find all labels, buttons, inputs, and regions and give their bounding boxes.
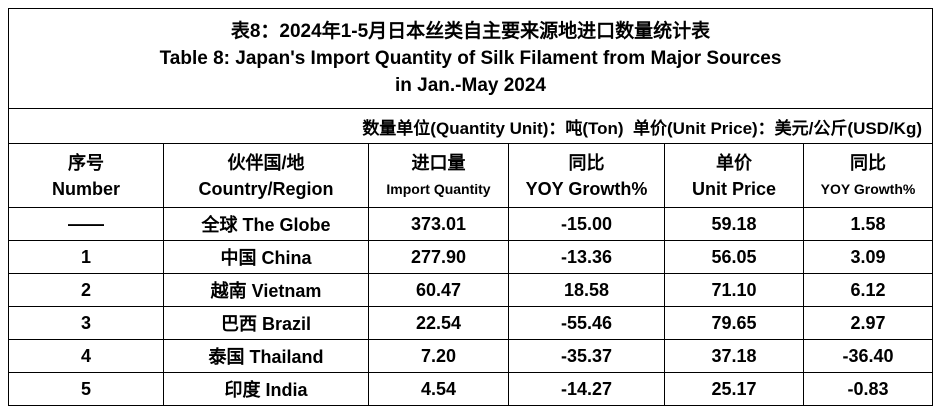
data-cell: 印度 India — [163, 372, 369, 406]
data-cell: 25.17 — [664, 372, 804, 406]
data-row: 4 泰国 Thailand 7.20 -35.37 37.18 -36.40 — [8, 339, 934, 373]
data-cell: 越南 Vietnam — [163, 273, 369, 307]
header-cell: 同比 YOY Growth% — [802, 143, 934, 208]
data-cell: -15.00 — [508, 207, 665, 241]
header-text: 同比 — [568, 152, 605, 173]
data-cell: 3.09 — [802, 240, 934, 274]
data-cell: -0.83 — [802, 372, 934, 406]
data-cell: 4 — [8, 339, 164, 373]
header-cell: 序号 Number — [8, 143, 164, 208]
data-cell: -35.37 — [508, 339, 665, 373]
header-text: 同比 — [850, 152, 886, 173]
data-cell: 6.12 — [802, 273, 934, 307]
data-row: 1 中国 China 277.90 -13.36 56.05 3.09 — [8, 240, 934, 274]
unit-row: 数量单位(Quantity Unit)：吨(Ton) 单价(Unit Price… — [7, 108, 934, 144]
data-cell: -14.27 — [508, 372, 665, 406]
data-cell: 60.47 — [368, 273, 509, 307]
header-text: Unit Price — [691, 178, 777, 199]
data-cell: —— — [8, 207, 164, 241]
header-row: 序号 Number 伙伴国/地 Country/Region 进口量 Import Qua… — [8, 143, 934, 208]
table-body: 表8：2024年1-5月日本丝类自主要来源地进口数量统计表 Table 8: J… — [7, 8, 934, 406]
title-cell: 表8：2024年1-5月日本丝类自主要来源地进口数量统计表 Table 8: J… — [7, 8, 934, 109]
data-cell: 7.20 — [368, 339, 509, 373]
title-zh: 表8：2024年1-5月日本丝类自主要来源地进口数量统计表 — [230, 21, 711, 42]
header-text: YOY Growth% — [820, 180, 916, 197]
unit-note: 数量单位(Quantity Unit)：吨(Ton) 单价(Unit Price… — [7, 108, 934, 144]
header-cell: 进口量 Import Quantity — [368, 143, 509, 208]
header-text: Country/Region — [198, 178, 334, 199]
data-table: 表8：2024年1-5月日本丝类自主要来源地进口数量统计表 Table 8: J… — [7, 8, 934, 406]
header-text: 伙伴国/地 — [227, 152, 305, 173]
header-text: 进口量 — [411, 152, 466, 173]
title-en: in Jan.-May 2024 — [394, 75, 547, 96]
table-container: 表8：2024年1-5月日本丝类自主要来源地进口数量统计表 Table 8: J… — [7, 8, 934, 406]
data-cell: 2.97 — [802, 306, 934, 340]
data-cell: -36.40 — [802, 339, 934, 373]
data-cell: 1 — [8, 240, 164, 274]
data-cell: 71.10 — [664, 273, 804, 307]
title-row: 表8：2024年1-5月日本丝类自主要来源地进口数量统计表 Table 8: J… — [7, 8, 934, 109]
data-cell: 37.18 — [664, 339, 804, 373]
header-cell: 伙伴国/地 Country/Region — [163, 143, 369, 208]
data-cell: 4.54 — [368, 372, 509, 406]
data-cell: 全球 The Globe — [163, 207, 369, 241]
data-cell: 79.65 — [664, 306, 804, 340]
data-cell: 2 — [8, 273, 164, 307]
data-cell: 373.01 — [368, 207, 509, 241]
data-cell: 277.90 — [368, 240, 509, 274]
data-cell: 巴西 Brazil — [163, 306, 369, 340]
data-cell: 56.05 — [664, 240, 804, 274]
data-cell: 3 — [8, 306, 164, 340]
title-en: Table 8: Japan's Import Quantity of Silk… — [159, 48, 782, 69]
header-text: YOY Growth% — [525, 178, 648, 199]
data-cell: 59.18 — [664, 207, 804, 241]
data-cell: 18.58 — [508, 273, 665, 307]
data-row: 3 巴西 Brazil 22.54 -55.46 79.65 2.97 — [8, 306, 934, 340]
data-cell: 1.58 — [802, 207, 934, 241]
data-cell: 22.54 — [368, 306, 509, 340]
data-cell: 中国 China — [163, 240, 369, 274]
data-cell: 5 — [8, 372, 164, 406]
data-row: 5 印度 India 4.54 -14.27 25.17 -0.83 — [8, 372, 934, 406]
header-text: 序号 — [68, 152, 104, 173]
header-text: Import Quantity — [386, 180, 491, 197]
header-text: Number — [51, 178, 120, 199]
header-cell: 单价 Unit Price — [664, 143, 804, 208]
header-text: 单价 — [716, 152, 752, 173]
data-row: 2 越南 Vietnam 60.47 18.58 71.10 6.12 — [8, 273, 934, 307]
data-row: —— 全球 The Globe 373.01 -15.00 59.18 1.58 — [8, 207, 934, 241]
header-cell: 同比 YOY Growth% — [508, 143, 665, 208]
data-cell: -13.36 — [508, 240, 665, 274]
data-cell: 泰国 Thailand — [163, 339, 369, 373]
data-cell: -55.46 — [508, 306, 665, 340]
